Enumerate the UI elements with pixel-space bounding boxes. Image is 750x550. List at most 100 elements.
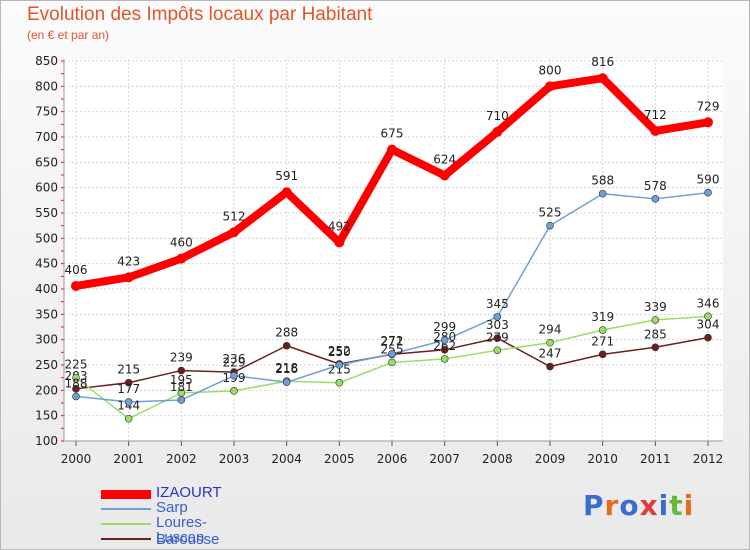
x-tick-label: 2008 (482, 452, 513, 466)
data-point-loures-barousse (704, 312, 712, 321)
x-tick-label: 2004 (271, 452, 302, 466)
y-tick-label: 850 (35, 54, 58, 68)
data-point-loures-barousse (388, 358, 396, 367)
data-label-izaourt: 591 (275, 169, 298, 183)
data-point-izaourt (334, 237, 345, 248)
data-point-izaourt (176, 253, 187, 264)
data-label-izaourt: 800 (539, 63, 562, 77)
logo-letter: o (619, 489, 640, 522)
data-label-luscan: 288 (275, 326, 298, 340)
data-point-izaourt (703, 117, 713, 128)
data-label-sarp: 272 (381, 334, 404, 348)
logo-letter: t (669, 489, 684, 522)
data-point-izaourt (229, 227, 239, 238)
legend-label: IZAOURT (156, 484, 222, 501)
data-point-loures-barousse (72, 373, 80, 382)
data-point-sarp (124, 398, 133, 406)
data-point-sarp (440, 336, 449, 344)
data-label-sarp: 229 (223, 356, 246, 370)
data-point-izaourt (492, 126, 503, 137)
data-point-sarp (546, 221, 554, 230)
y-tick-label: 700 (35, 130, 58, 144)
data-point-izaourt (545, 81, 555, 92)
data-label-izaourt: 710 (486, 109, 509, 123)
data-label-luscan: 271 (591, 334, 614, 348)
data-point-izaourt (387, 144, 397, 155)
plot-area (64, 59, 723, 441)
data-point-luscan (493, 334, 502, 342)
data-point-sarp (598, 189, 607, 198)
data-label-luscan: 215 (117, 363, 140, 377)
data-label-sarp: 177 (117, 382, 140, 396)
x-tick-label: 2010 (587, 452, 618, 466)
y-tick-label: 450 (35, 257, 58, 271)
y-tick-label: 250 (35, 358, 58, 372)
y-tick-label: 150 (35, 409, 58, 423)
x-tick-label: 2006 (377, 452, 408, 466)
logo-letter: r (604, 489, 620, 522)
x-tick-label: 2003 (219, 452, 250, 466)
data-point-luscan (598, 350, 607, 359)
y-tick-label: 200 (35, 383, 58, 397)
data-point-loures-barousse (546, 338, 554, 347)
logo-letter: P (583, 489, 605, 522)
legend-swatch (101, 538, 151, 540)
data-label-luscan: 304 (697, 318, 720, 332)
legend-swatch (101, 523, 151, 525)
data-label-izaourt: 512 (223, 209, 246, 223)
data-label-izaourt: 492 (328, 219, 351, 233)
data-point-sarp (230, 371, 238, 380)
logo-letter: i (683, 489, 695, 522)
data-point-loures-barousse (651, 316, 660, 324)
data-point-luscan (177, 366, 186, 375)
data-point-luscan (651, 343, 660, 352)
x-tick-label: 2000 (61, 452, 92, 466)
data-point-loures-barousse (493, 346, 502, 355)
data-point-loures-barousse (598, 326, 607, 334)
data-label-loures-barousse: 215 (328, 363, 351, 377)
legend-swatch (101, 508, 151, 510)
y-tick-label: 100 (35, 434, 58, 448)
y-tick-label: 650 (35, 155, 58, 169)
data-label-luscan: 247 (539, 347, 562, 361)
x-tick-label: 2001 (113, 452, 144, 466)
data-point-sarp (335, 361, 344, 369)
data-label-luscan: 252 (328, 344, 351, 358)
data-label-sarp: 345 (486, 297, 509, 311)
data-point-izaourt (439, 170, 450, 181)
x-tick-label: 2005 (324, 452, 355, 466)
data-label-sarp: 299 (433, 320, 456, 334)
data-label-sarp: 216 (275, 362, 298, 376)
data-point-loures-barousse (335, 378, 344, 387)
x-tick-label: 2011 (640, 452, 671, 466)
y-tick-label: 500 (35, 231, 58, 245)
x-tick-label: 2009 (535, 452, 566, 466)
legend-label: Loures-Barousse (156, 514, 220, 548)
y-tick-label: 550 (35, 206, 58, 220)
data-label-loures-barousse: 225 (65, 358, 88, 372)
data-label-loures-barousse: 195 (170, 373, 193, 387)
data-label-loures-barousse: 262 (433, 339, 456, 353)
legend-label: Sarp (156, 499, 188, 516)
data-label-loures-barousse: 279 (486, 330, 509, 344)
data-label-loures-barousse: 255 (381, 342, 404, 356)
data-point-sarp (282, 378, 291, 387)
data-point-loures-barousse (440, 355, 449, 363)
chart-subtitle: (en € et par an) (27, 28, 110, 42)
data-point-luscan (704, 333, 712, 342)
data-label-luscan: 285 (644, 327, 667, 341)
data-label-loures-barousse: 346 (697, 296, 720, 310)
proxiti-logo: Proxiti (583, 489, 694, 522)
data-label-sarp: 188 (65, 376, 88, 390)
data-point-sarp (704, 188, 712, 197)
legend-label: Luscan (156, 529, 205, 546)
data-label-luscan: 271 (381, 334, 404, 348)
x-tick-label: 2002 (166, 452, 197, 466)
data-point-izaourt (281, 187, 292, 198)
data-point-sarp (493, 313, 502, 321)
logo-letter: i (658, 489, 670, 522)
data-label-loures-barousse: 319 (591, 310, 614, 324)
data-point-luscan (440, 345, 449, 354)
data-label-izaourt: 624 (433, 153, 456, 167)
